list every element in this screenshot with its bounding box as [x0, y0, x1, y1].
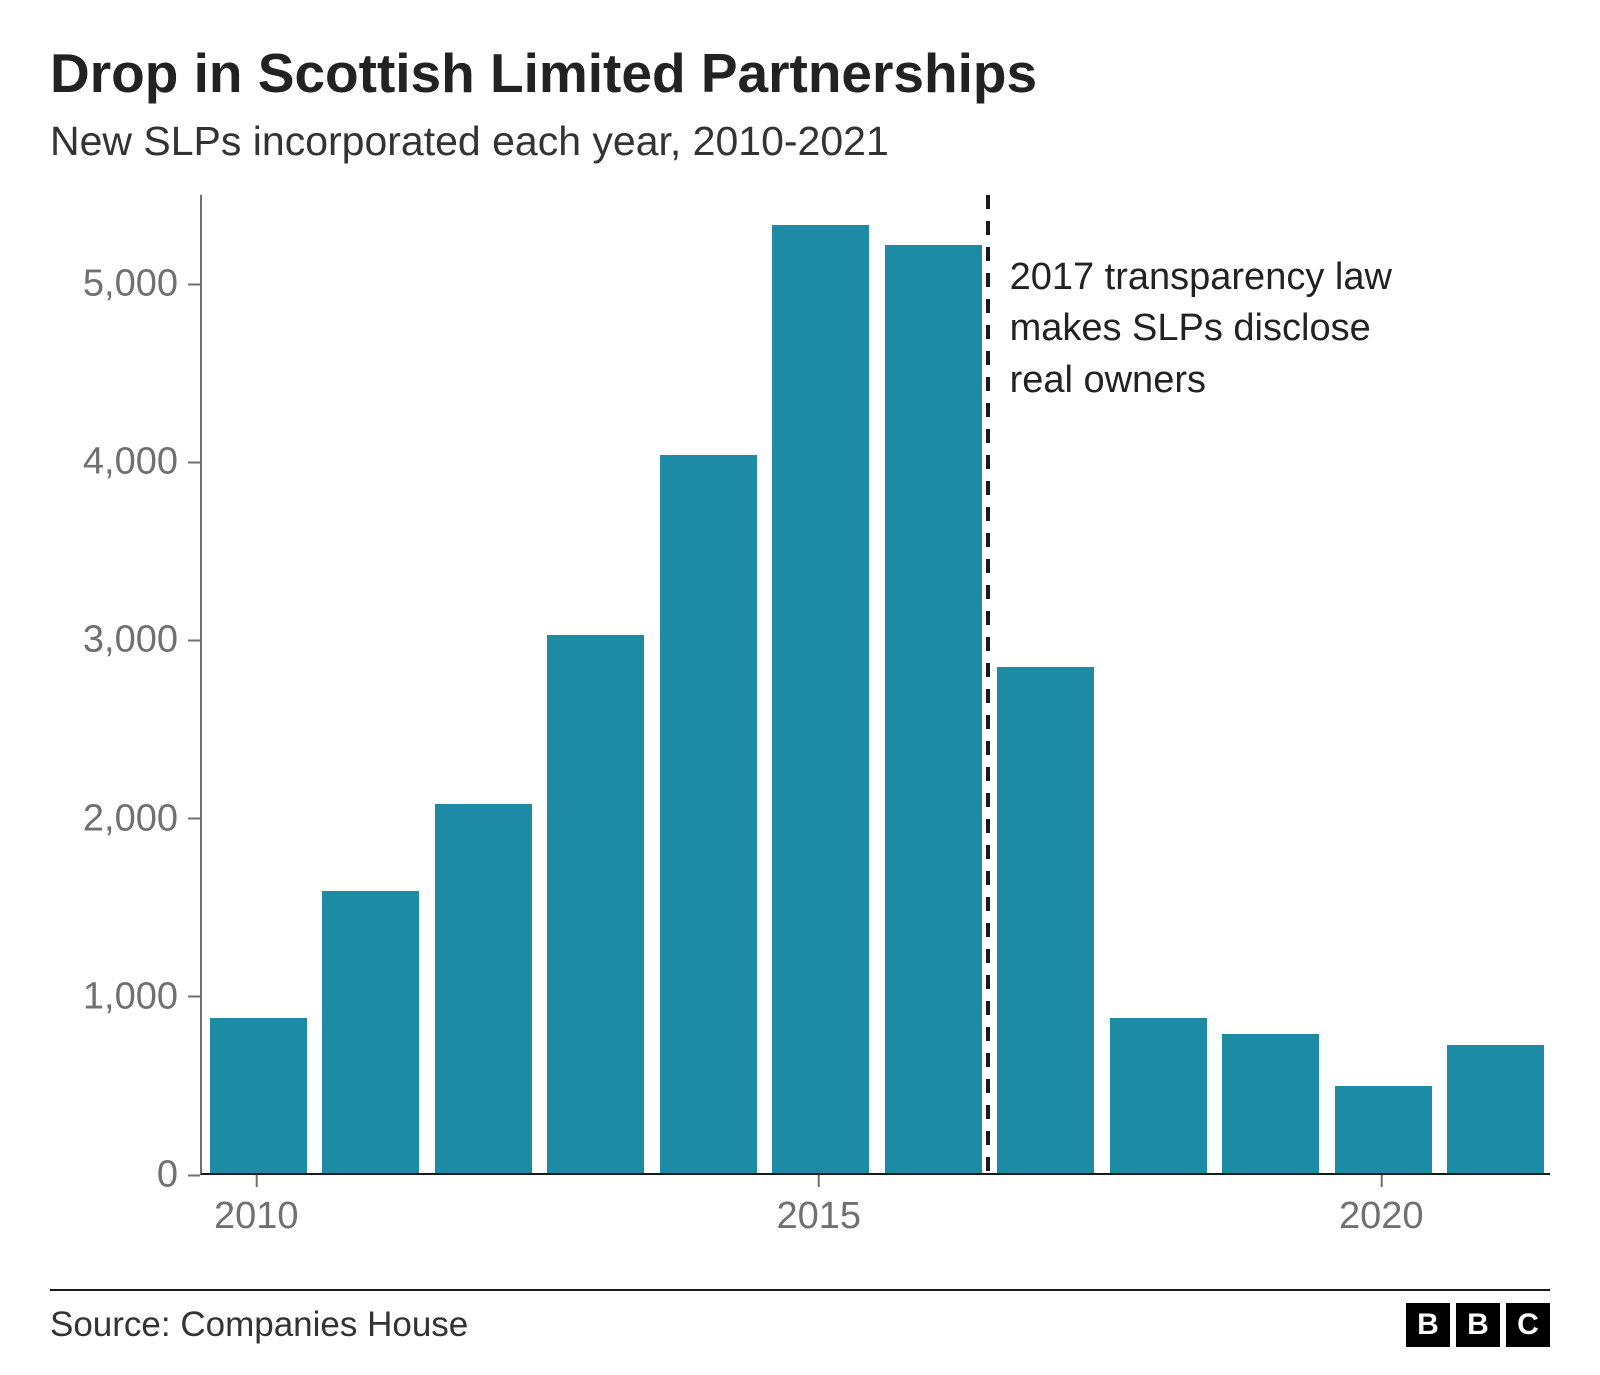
x-axis: 2010 2015 2020 — [200, 1175, 1550, 1245]
bar — [210, 1018, 307, 1173]
bar — [1447, 1045, 1544, 1173]
annotation-text: 2017 transparency lawmakes SLPs disclose… — [1010, 252, 1392, 406]
bar — [885, 245, 982, 1173]
y-tick-mark — [188, 461, 200, 463]
y-tick-label: 1,000 — [83, 975, 188, 1018]
bar — [547, 635, 644, 1173]
bar — [1110, 1018, 1207, 1173]
y-tick-mark — [188, 1174, 200, 1176]
bar — [997, 667, 1094, 1173]
bar — [1335, 1086, 1432, 1173]
source-text: Source: Companies House — [50, 1305, 468, 1345]
x-tick: 2010 — [214, 1175, 299, 1238]
y-tick-mark — [188, 818, 200, 820]
chart-title: Drop in Scottish Limited Partnerships — [50, 40, 1550, 106]
y-tick: 5,000 — [83, 263, 200, 306]
x-tick-label: 2010 — [214, 1195, 299, 1238]
bbc-logo-block: B — [1406, 1303, 1450, 1347]
y-tick-label: 4,000 — [83, 441, 188, 484]
bar — [322, 891, 419, 1173]
y-tick-label: 2,000 — [83, 797, 188, 840]
reference-line — [986, 195, 990, 1175]
y-tick-label: 3,000 — [83, 619, 188, 662]
bbc-logo-block: C — [1506, 1303, 1550, 1347]
y-tick: 3,000 — [83, 619, 200, 662]
chart-subtitle: New SLPs incorporated each year, 2010-20… — [50, 118, 1550, 165]
bar — [772, 225, 869, 1173]
y-tick-label: 5,000 — [83, 263, 188, 306]
bar — [435, 804, 532, 1173]
x-tick-label: 2015 — [776, 1195, 861, 1238]
x-tick: 2015 — [776, 1175, 861, 1238]
y-tick-label: 0 — [157, 1154, 188, 1197]
y-tick-mark — [188, 639, 200, 641]
chart-footer: Source: Companies House BBC — [50, 1289, 1550, 1347]
x-tick-mark — [255, 1175, 257, 1187]
x-tick-mark — [818, 1175, 820, 1187]
plot-area: 2017 transparency lawmakes SLPs disclose… — [200, 195, 1550, 1175]
x-tick-label: 2020 — [1339, 1195, 1424, 1238]
y-axis: 01,0002,0003,0004,0005,000 — [50, 195, 200, 1175]
y-tick: 1,000 — [83, 975, 200, 1018]
chart-container: Drop in Scottish Limited Partnerships Ne… — [0, 0, 1600, 1375]
y-tick-mark — [188, 283, 200, 285]
bar — [1222, 1034, 1319, 1173]
x-tick: 2020 — [1339, 1175, 1424, 1238]
bbc-logo-block: B — [1456, 1303, 1500, 1347]
y-tick: 2,000 — [83, 797, 200, 840]
bbc-logo: BBC — [1406, 1303, 1550, 1347]
chart-wrap: 0 1,000 2,000 3,000 4,000 5,000 2017 transpar… — [50, 195, 1550, 1245]
x-tick-mark — [1380, 1175, 1382, 1187]
bar — [660, 455, 757, 1173]
y-tick-mark — [188, 996, 200, 998]
y-tick: 4,000 — [83, 441, 200, 484]
chart-area: 0 1,000 2,000 3,000 4,000 5,000 2017 transpar… — [50, 195, 1550, 1245]
y-tick: 0 — [157, 1154, 200, 1197]
